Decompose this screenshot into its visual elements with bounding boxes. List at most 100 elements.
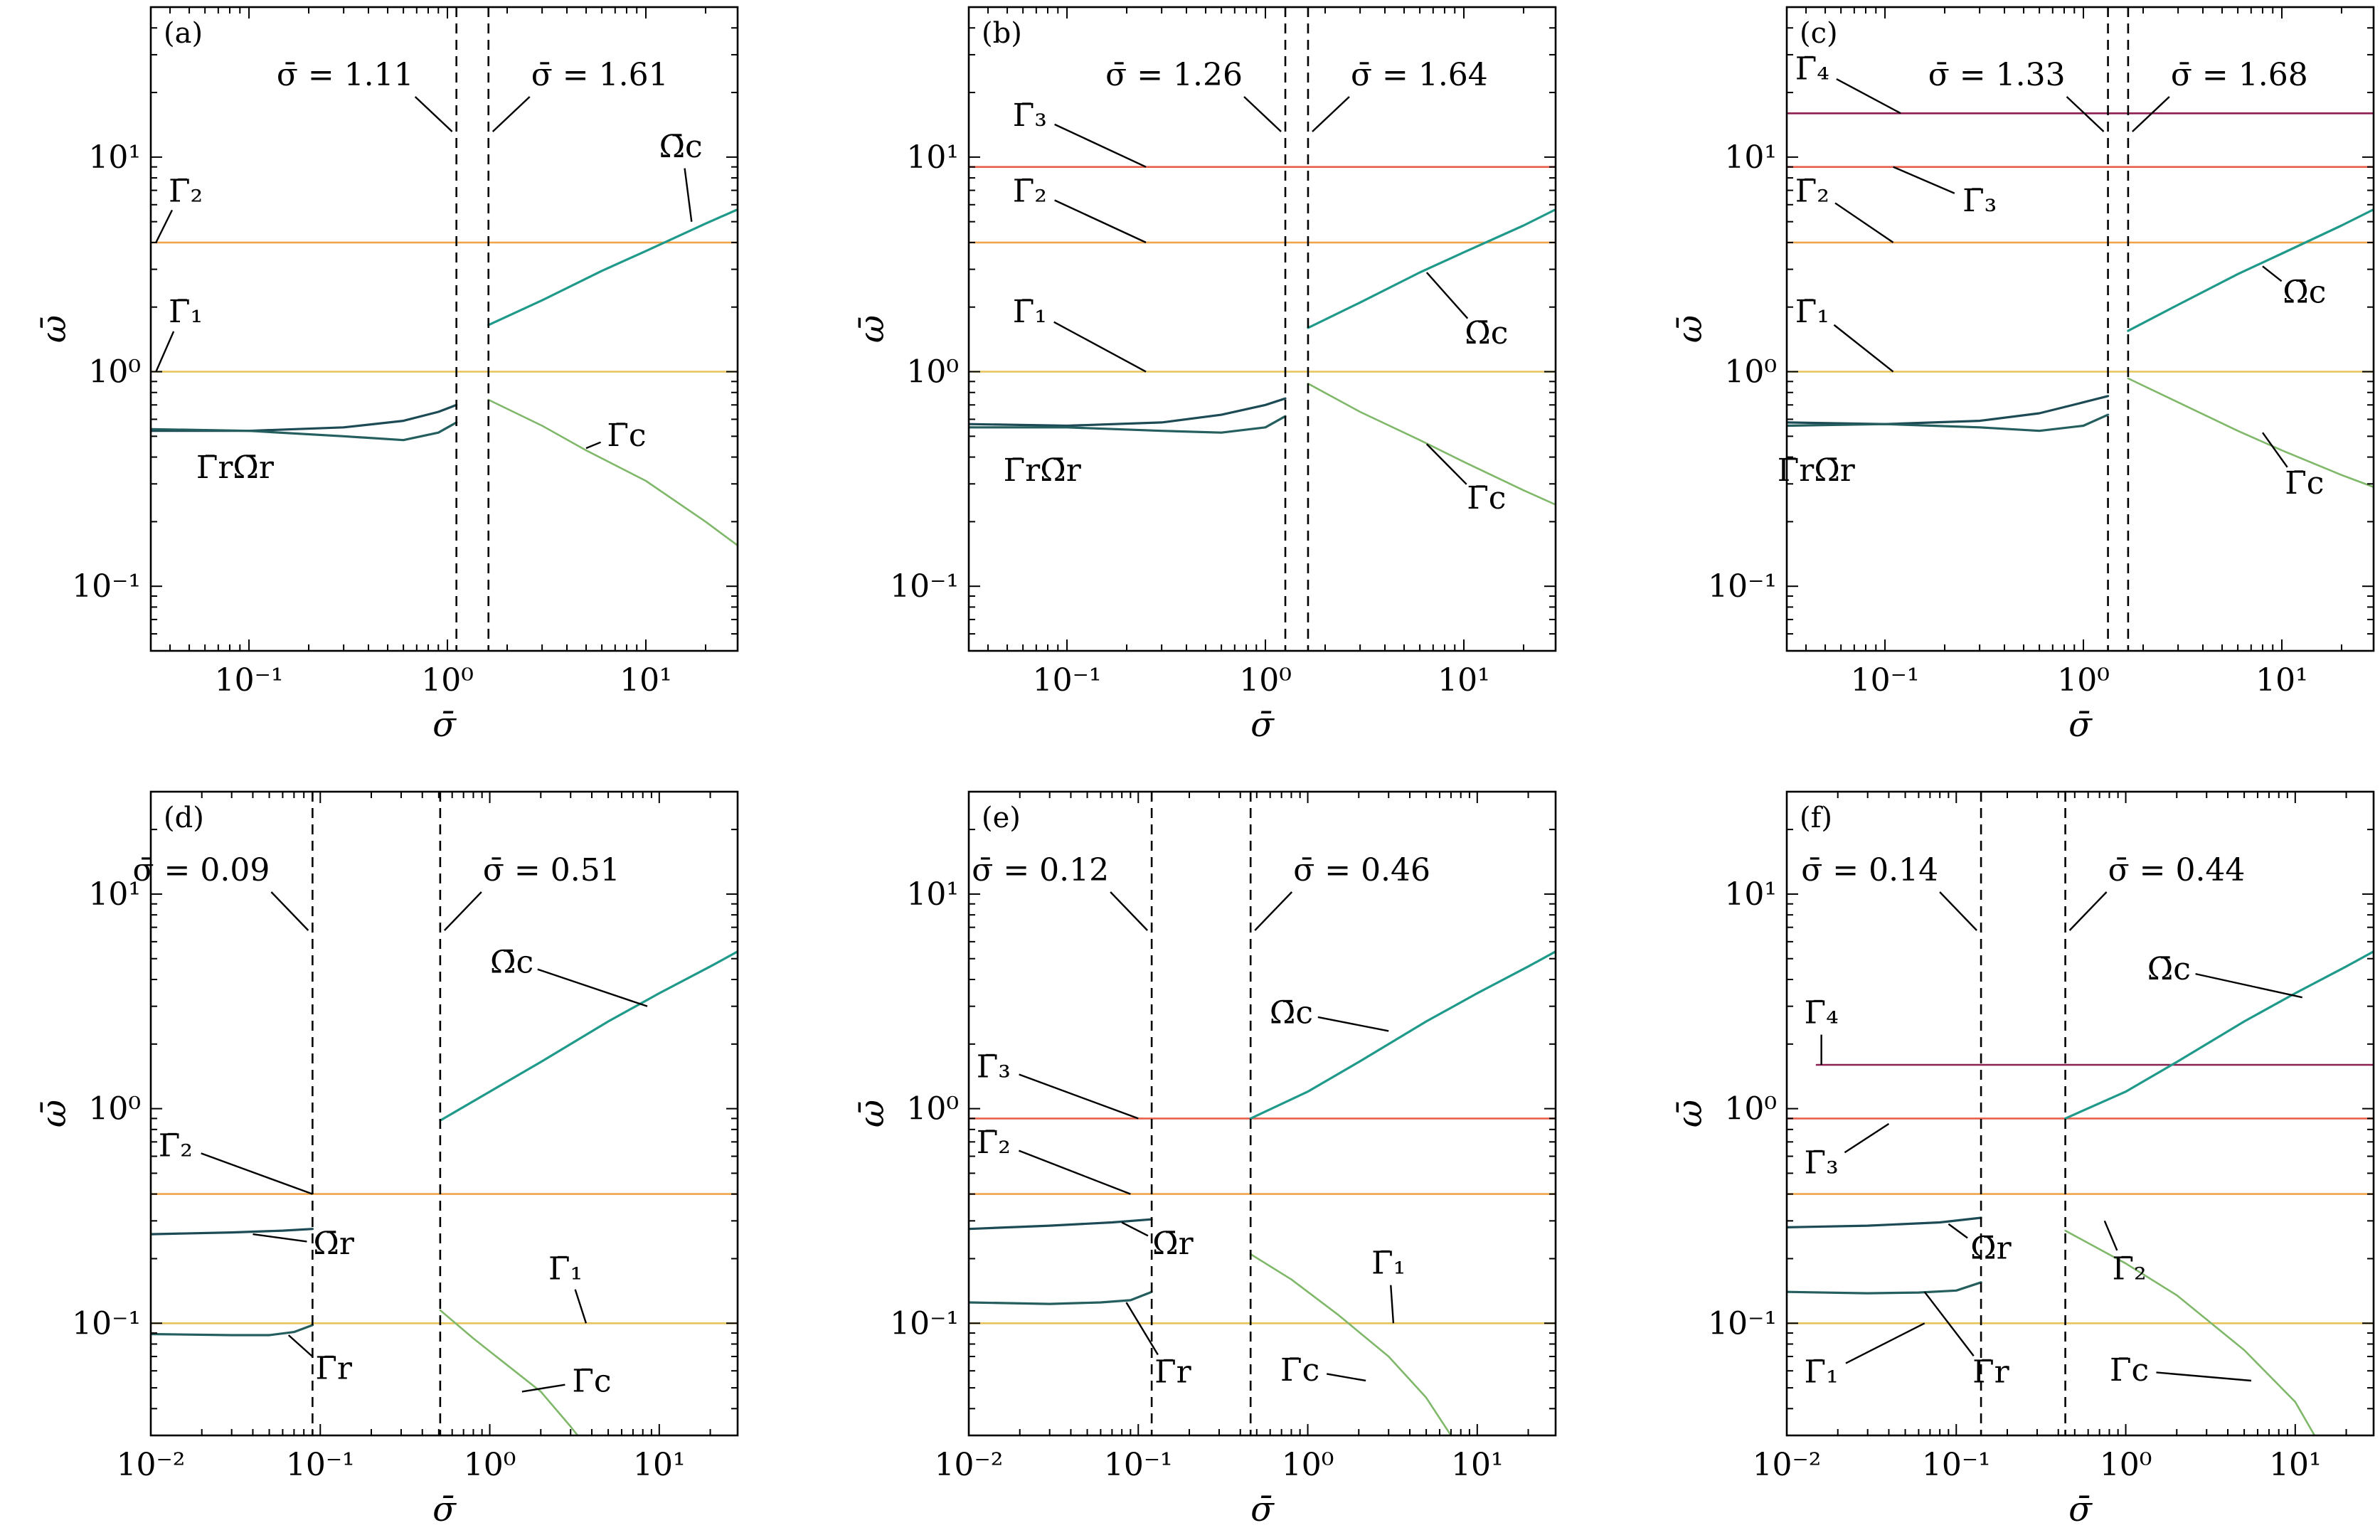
curve-label: Ω̄c — [2147, 951, 2191, 987]
curve-label: Γ̄rΩ̄r — [196, 450, 275, 486]
curve-label: Γ̄₂ — [977, 1125, 1011, 1161]
curve-label-leader — [1844, 1122, 1890, 1154]
x-axis-label: σ̄ — [1250, 705, 1275, 745]
curve-label-leader — [287, 1334, 313, 1357]
y-tick-label: 10⁰ — [1724, 1091, 1777, 1127]
series-line — [969, 1218, 1153, 1231]
curve-label-leader — [1053, 321, 1147, 373]
axes-frame — [967, 6, 1557, 652]
series-line — [1787, 413, 2110, 432]
x-tick-label: 10⁻¹ — [1851, 662, 1920, 699]
curve-label: Γ̄₁ — [1805, 1354, 1839, 1390]
y-axis-label: ω̄ — [1670, 1100, 1710, 1127]
panel-label: (c) — [1800, 17, 1838, 50]
y-tick-label: 10⁰ — [88, 354, 141, 391]
curve-label-leader — [1425, 443, 1467, 485]
threshold-label: σ̄ = 1.33 — [1928, 57, 2066, 93]
curve-label: Γ̄c — [572, 1363, 611, 1399]
curve-label-leader — [521, 1384, 565, 1393]
threshold-leader — [270, 891, 309, 931]
curve-label: Γ̄₂ — [1013, 173, 1047, 209]
y-tick-label: 10¹ — [1724, 876, 1777, 913]
series-line — [2127, 208, 2374, 332]
x-tick-label: 10⁻² — [117, 1447, 186, 1483]
curve-label-leader — [1327, 1373, 1366, 1382]
x-tick-label: 10⁰ — [1239, 662, 1292, 699]
curve-label: Ω̄c — [1270, 995, 1313, 1031]
y-tick-label: 10⁰ — [1724, 354, 1777, 391]
curve-label-leader — [253, 1233, 307, 1243]
curve-label: Γ̄r — [1154, 1354, 1192, 1390]
axes-frame — [1785, 790, 2375, 1437]
x-tick-label: 10⁻¹ — [1104, 1447, 1173, 1483]
panel-a: 10⁻¹ 10⁰ 10¹ 10⁻¹ 10⁰ 10¹ σ̄ ω̄ (a) σ̄ = 1.11 σ̄ =… — [34, 6, 739, 745]
axes-frame — [149, 6, 739, 652]
curve-label-leader — [155, 331, 175, 373]
plot-area — [969, 7, 1556, 651]
curve-label: Γ̄₂ — [169, 173, 203, 209]
threshold-label: σ̄ = 1.68 — [2171, 57, 2308, 93]
curve-label-leader — [2156, 1371, 2252, 1382]
curve-label: Γ̄₃ — [1013, 97, 1047, 134]
threshold-label: σ̄ = 0.14 — [1801, 852, 1938, 888]
curve-label: Γ̄c — [607, 418, 646, 454]
curve-label: Γ̄₄ — [1795, 51, 1829, 87]
series-line — [151, 403, 458, 432]
series-line — [487, 208, 738, 326]
curve-label: Ω̄c — [659, 129, 703, 165]
curve-label-leader — [1019, 1149, 1131, 1195]
plot-area — [1787, 792, 2374, 1435]
y-tick-label: 10¹ — [1724, 139, 1777, 176]
x-tick-label: 10¹ — [1438, 662, 1490, 699]
y-tick-label: 10⁰ — [88, 1091, 141, 1127]
curve-label-leader — [1317, 1016, 1389, 1032]
y-tick-label: 10⁻¹ — [72, 568, 141, 605]
series-line — [2064, 950, 2374, 1120]
series-line — [1787, 1281, 1982, 1295]
curve-label: Ω̄r — [1970, 1230, 2012, 1266]
y-tick-label: 10⁻¹ — [72, 1305, 141, 1342]
curve-label: Γ̄₃ — [1805, 1145, 1839, 1181]
threshold-leader — [1939, 891, 1977, 931]
axes-frame — [149, 790, 739, 1437]
threshold-leader — [2066, 96, 2105, 132]
y-tick-label: 10¹ — [906, 139, 959, 176]
x-tick-label: 10¹ — [1451, 1447, 1504, 1483]
y-axis-label: ω̄ — [1670, 315, 1710, 343]
x-tick-label: 10¹ — [633, 1447, 686, 1483]
panel-label: (e) — [982, 802, 1021, 834]
threshold-label: σ̄ = 0.51 — [483, 852, 620, 888]
series-line — [1249, 1253, 1452, 1435]
y-tick-label: 10¹ — [88, 876, 141, 913]
panel-label: (d) — [164, 802, 204, 834]
series-line — [2064, 1229, 2316, 1435]
curve-label-leader — [537, 968, 648, 1007]
curve-label: Γ̄₁ — [1371, 1246, 1406, 1282]
x-tick-label: 10⁻² — [1753, 1447, 1822, 1483]
panel-label: (f) — [1800, 802, 1832, 834]
x-tick-label: 10¹ — [620, 662, 672, 699]
x-axis-label: σ̄ — [2068, 705, 2093, 745]
series-line — [1249, 950, 1556, 1120]
series-line — [439, 1309, 579, 1435]
curve-label-leader — [1833, 324, 1894, 373]
threshold-label: σ̄ = 0.09 — [133, 852, 270, 888]
threshold-label: σ̄ = 1.11 — [277, 57, 414, 93]
series-line — [969, 1290, 1153, 1305]
series-line — [969, 397, 1287, 428]
plot-area — [151, 7, 738, 651]
threshold-label: σ̄ = 0.46 — [1293, 852, 1430, 888]
y-axis-label: ω̄ — [34, 1100, 74, 1127]
series-line — [151, 1228, 314, 1236]
y-axis-label: ω̄ — [34, 315, 74, 343]
x-tick-label: 10⁻¹ — [1033, 662, 1102, 699]
threshold-leader — [1243, 96, 1282, 132]
series-line — [969, 415, 1287, 434]
curve-label-leader — [201, 1152, 313, 1195]
curve-label: Γ̄₄ — [1805, 995, 1839, 1031]
series-line — [1307, 382, 1556, 506]
curve-label: Γ̄c — [1467, 480, 1506, 516]
threshold-label: σ̄ = 0.12 — [972, 852, 1109, 888]
curve-label-leader — [2195, 972, 2302, 999]
x-tick-label: 10¹ — [2256, 662, 2308, 699]
